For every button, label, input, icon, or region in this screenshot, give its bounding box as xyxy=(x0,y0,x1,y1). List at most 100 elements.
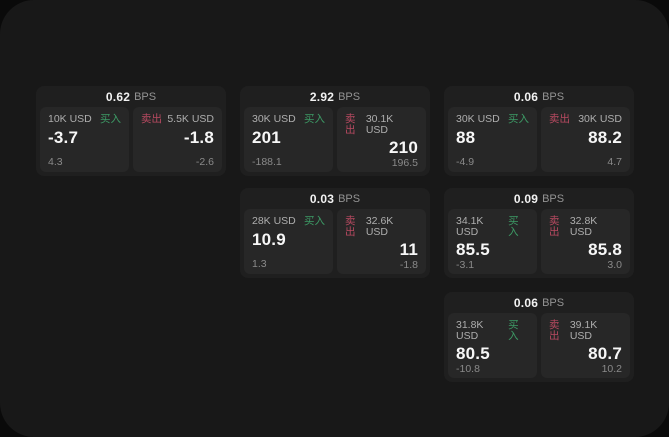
quote-card: 0.06 BPS 31.8K USD 买入 80.5 -10.8 卖出 39.1… xyxy=(444,292,634,382)
sell-panel[interactable]: 卖出 39.1K USD 80.7 10.2 xyxy=(541,313,630,378)
bps-value: 0.62 xyxy=(105,89,131,104)
quote-panels: 31.8K USD 买入 80.5 -10.8 卖出 39.1K USD 80.… xyxy=(448,313,630,378)
buy-notional: 31.8K USD xyxy=(456,319,484,342)
buy-side-label: 买入 xyxy=(304,113,325,125)
buy-panel-top: 34.1K USD 买入 xyxy=(456,216,529,237)
sell-delta: -1.8 xyxy=(399,258,418,271)
quote-card: 0.06 BPS 30K USD 买入 88 -4.9 卖出 30K USD 8… xyxy=(444,86,634,176)
bps-header: 0.62 BPS xyxy=(40,86,222,107)
quote-panels: 30K USD 买入 88 -4.9 卖出 30K USD 88.2 4.7 xyxy=(448,107,630,172)
quote-panels: 28K USD 买入 10.9 1.3 卖出 32.6K USD 11 -1.8 xyxy=(244,209,426,274)
sell-panel-top: 卖出 30K USD xyxy=(549,114,622,125)
sell-panel-top: 卖出 32.6K USD xyxy=(345,216,418,237)
buy-panel-top: 30K USD 买入 xyxy=(252,114,325,125)
sell-side-label: 卖出 xyxy=(345,215,356,238)
sell-side-label: 卖出 xyxy=(345,113,356,136)
bps-unit: BPS xyxy=(338,192,361,205)
buy-price: 201 xyxy=(252,127,281,147)
buy-delta: -10.8 xyxy=(456,362,480,375)
buy-panel[interactable]: 28K USD 买入 10.9 1.3 xyxy=(244,209,333,274)
sell-panel-top: 卖出 32.8K USD xyxy=(549,216,622,237)
buy-price: 80.5 xyxy=(456,344,490,363)
quote-panels: 30K USD 买入 201 -188.1 卖出 30.1K USD 210 1… xyxy=(244,107,426,172)
quote-card: 2.92 BPS 30K USD 买入 201 -188.1 卖出 30.1K … xyxy=(240,86,430,176)
buy-side-label: 买入 xyxy=(100,113,121,125)
sell-panel-top: 卖出 30.1K USD xyxy=(345,114,418,135)
buy-notional: 28K USD xyxy=(252,215,296,227)
sell-panel-top: 卖出 5.5K USD xyxy=(141,114,214,125)
bps-unit: BPS xyxy=(134,90,157,103)
buy-panel[interactable]: 10K USD 买入 -3.7 4.3 xyxy=(40,107,129,172)
bps-header: 2.92 BPS xyxy=(244,86,426,107)
sell-panel[interactable]: 卖出 32.8K USD 85.8 3.0 xyxy=(541,209,630,274)
sell-delta: -2.6 xyxy=(195,155,214,168)
buy-notional: 34.1K USD xyxy=(456,215,484,238)
sell-delta: 196.5 xyxy=(391,156,418,169)
sell-panel[interactable]: 卖出 30K USD 88.2 4.7 xyxy=(541,107,630,172)
buy-panel-top: 31.8K USD 买入 xyxy=(456,320,529,341)
bps-value: 0.03 xyxy=(309,191,335,206)
buy-delta: -4.9 xyxy=(456,155,475,168)
buy-delta: -188.1 xyxy=(252,155,282,168)
buy-price: -3.7 xyxy=(48,127,79,147)
sell-price: 80.7 xyxy=(588,344,622,363)
buy-panel-top: 30K USD 买入 xyxy=(456,114,529,125)
buy-delta: 1.3 xyxy=(252,257,267,270)
sell-panel[interactable]: 卖出 32.6K USD 11 -1.8 xyxy=(337,209,426,274)
sell-panel-top: 卖出 39.1K USD xyxy=(549,320,622,341)
bps-header: 0.06 BPS xyxy=(448,292,630,313)
buy-panel[interactable]: 30K USD 买入 201 -188.1 xyxy=(244,107,333,172)
sell-notional: 5.5K USD xyxy=(167,113,214,125)
sell-price: 11 xyxy=(399,240,418,259)
buy-panel-top: 10K USD 买入 xyxy=(48,114,121,125)
buy-price: 10.9 xyxy=(252,229,286,249)
quote-panels: 34.1K USD 买入 85.5 -3.1 卖出 32.8K USD 85.8… xyxy=(448,209,630,274)
bps-unit: BPS xyxy=(542,192,565,205)
sell-panel[interactable]: 卖出 30.1K USD 210 196.5 xyxy=(337,107,426,172)
bps-unit: BPS xyxy=(542,296,565,309)
bps-header: 0.09 BPS xyxy=(448,188,630,209)
buy-panel[interactable]: 31.8K USD 买入 80.5 -10.8 xyxy=(448,313,537,378)
sell-panel[interactable]: 卖出 5.5K USD -1.8 -2.6 xyxy=(133,107,222,172)
sell-side-label: 卖出 xyxy=(141,113,162,125)
sell-notional: 39.1K USD xyxy=(569,319,598,342)
sell-side-label: 卖出 xyxy=(549,215,560,238)
buy-side-label: 买入 xyxy=(508,319,519,342)
bps-value: 2.92 xyxy=(309,89,335,104)
bps-value: 0.06 xyxy=(513,295,539,310)
sell-delta: 10.2 xyxy=(601,362,622,375)
buy-notional: 30K USD xyxy=(252,113,296,125)
buy-price: 88 xyxy=(456,127,476,147)
sell-notional: 30K USD xyxy=(578,113,622,125)
buy-side-label: 买入 xyxy=(304,215,325,227)
bps-unit: BPS xyxy=(338,90,361,103)
bps-header: 0.06 BPS xyxy=(448,86,630,107)
sell-side-label: 卖出 xyxy=(549,113,570,125)
buy-notional: 10K USD xyxy=(48,113,92,125)
buy-panel-top: 28K USD 买入 xyxy=(252,216,325,227)
buy-side-label: 买入 xyxy=(508,113,529,125)
sell-notional: 30.1K USD xyxy=(365,113,394,136)
quote-card: 0.62 BPS 10K USD 买入 -3.7 4.3 卖出 5.5K USD… xyxy=(36,86,226,176)
sell-price: 85.8 xyxy=(588,240,622,259)
sell-price: -1.8 xyxy=(183,127,214,147)
buy-panel[interactable]: 34.1K USD 买入 85.5 -3.1 xyxy=(448,209,537,274)
sell-side-label: 卖出 xyxy=(549,319,560,342)
buy-panel[interactable]: 30K USD 买入 88 -4.9 xyxy=(448,107,537,172)
quote-panels: 10K USD 买入 -3.7 4.3 卖出 5.5K USD -1.8 -2.… xyxy=(40,107,222,172)
sell-notional: 32.8K USD xyxy=(569,215,598,238)
sell-delta: 4.7 xyxy=(607,155,622,168)
sell-price: 210 xyxy=(389,138,418,157)
sell-notional: 32.6K USD xyxy=(365,215,394,238)
bps-unit: BPS xyxy=(542,90,565,103)
buy-price: 85.5 xyxy=(456,240,490,259)
sell-delta: 3.0 xyxy=(607,258,622,271)
sell-price: 88.2 xyxy=(588,127,622,147)
buy-side-label: 买入 xyxy=(508,215,519,238)
buy-notional: 30K USD xyxy=(456,113,500,125)
bps-value: 0.06 xyxy=(513,89,539,104)
bps-header: 0.03 BPS xyxy=(244,188,426,209)
quote-card: 0.09 BPS 34.1K USD 买入 85.5 -3.1 卖出 32.8K… xyxy=(444,188,634,278)
buy-delta: 4.3 xyxy=(48,155,63,168)
